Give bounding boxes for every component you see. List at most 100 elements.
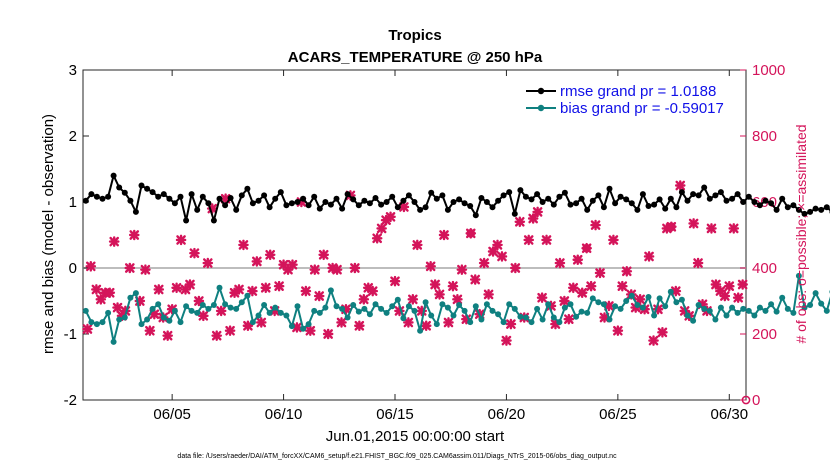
assimilated-count-marker (443, 317, 454, 328)
assimilated-count-marker (124, 262, 136, 274)
assimilated-count-marker (376, 223, 387, 234)
rmse-point (249, 200, 256, 207)
bias-point (500, 319, 507, 326)
rmse-point (784, 204, 791, 211)
rmse-point (411, 199, 418, 205)
assimilated-count-marker (692, 257, 704, 269)
assimilated-count-marker (354, 320, 365, 332)
assimilated-count-marker (447, 280, 459, 292)
bias-point (773, 308, 780, 315)
assimilated-count-marker (617, 280, 628, 292)
assimilated-count-marker (715, 285, 726, 297)
assimilated-count-marker (233, 284, 245, 295)
bias-point (756, 304, 763, 311)
rmse-point (272, 195, 279, 202)
rmse-point (210, 217, 217, 224)
assimilated-count-marker (585, 280, 597, 292)
bias-point (82, 307, 89, 314)
x-tick-label: 06/05 (153, 406, 191, 423)
bias-point (595, 299, 602, 306)
bias-point (556, 319, 563, 326)
bias-point (606, 316, 613, 323)
bias-point (584, 309, 591, 316)
rmse-point (734, 191, 741, 198)
assimilated-count-marker (255, 317, 267, 328)
obs-count-markers (82, 180, 751, 405)
assimilated-count-marker (91, 284, 102, 295)
rmse-point (233, 206, 240, 213)
rmse-point (205, 200, 212, 207)
rmse-point (667, 195, 674, 202)
assimilated-count-marker (140, 264, 151, 275)
assimilated-count-marker (483, 289, 494, 300)
bias-point (266, 309, 273, 316)
assimilated-count-marker (563, 313, 575, 325)
assimilated-count-marker (643, 251, 655, 262)
bias-point (729, 304, 736, 311)
assimilated-count-marker (180, 284, 191, 295)
y-tick-label: -1 (64, 326, 77, 343)
rmse-point (277, 189, 284, 196)
assimilated-count-marker (541, 234, 552, 246)
rmse-point (99, 195, 106, 202)
data-file-footnote: data file: /Users/raeder/DAI/ATM_forcXX/… (177, 453, 617, 460)
rmse-point (238, 192, 245, 199)
bias-point (144, 316, 151, 323)
bias-point (467, 319, 474, 326)
bias-point (823, 307, 830, 314)
rmse-point (723, 197, 730, 204)
bias-point (439, 301, 446, 308)
rmse-point (606, 185, 613, 192)
assimilated-count-marker (621, 266, 633, 277)
rmse-point (773, 206, 780, 213)
rmse-point (584, 206, 591, 213)
bias-point (277, 309, 284, 316)
bias-point (188, 307, 195, 314)
bias-point (361, 305, 368, 312)
assimilated-count-marker (706, 223, 717, 234)
bias-point (790, 309, 797, 316)
rmse-point (461, 200, 468, 207)
rmse-point (428, 189, 435, 196)
rmse-point (472, 212, 479, 219)
assimilated-count-marker (358, 294, 370, 305)
bias-point (378, 305, 385, 312)
assimilated-count-marker (523, 234, 535, 246)
rmse-point (651, 201, 658, 208)
bias-point (734, 309, 741, 316)
rmse-point (717, 189, 724, 196)
rmse-point (116, 184, 123, 191)
bias-point (517, 313, 524, 320)
plot-frame (82, 69, 747, 401)
x-tick-label: 06/20 (488, 406, 526, 423)
bias-point (210, 302, 217, 308)
y-tick-label: 3 (69, 62, 77, 79)
rmse-point (166, 195, 173, 202)
bias-point (478, 316, 485, 323)
bias-point (673, 299, 680, 306)
rmse-point (695, 192, 702, 199)
assimilated-count-marker (590, 219, 601, 231)
rmse-point (639, 191, 646, 198)
assimilated-count-marker (536, 292, 548, 303)
rmse-point (790, 202, 797, 209)
bias-point (300, 325, 307, 332)
assimilated-count-marker (95, 294, 107, 305)
bias-point (712, 316, 719, 323)
assimilated-count-marker (434, 289, 445, 300)
bias-point (322, 304, 329, 311)
bias-point (561, 304, 568, 311)
right-y-tick-label: 400 (752, 260, 777, 277)
bias-point (305, 321, 312, 328)
rmse-point (751, 199, 758, 205)
rmse-point (350, 196, 357, 203)
bias-point (339, 305, 346, 312)
assimilated-count-marker (407, 294, 419, 305)
bias-point (623, 298, 630, 304)
bias-point (589, 295, 596, 302)
bias-point (751, 312, 758, 319)
bias-point (550, 314, 557, 321)
bias-point (166, 317, 173, 324)
assimilated-count-marker (438, 229, 450, 241)
